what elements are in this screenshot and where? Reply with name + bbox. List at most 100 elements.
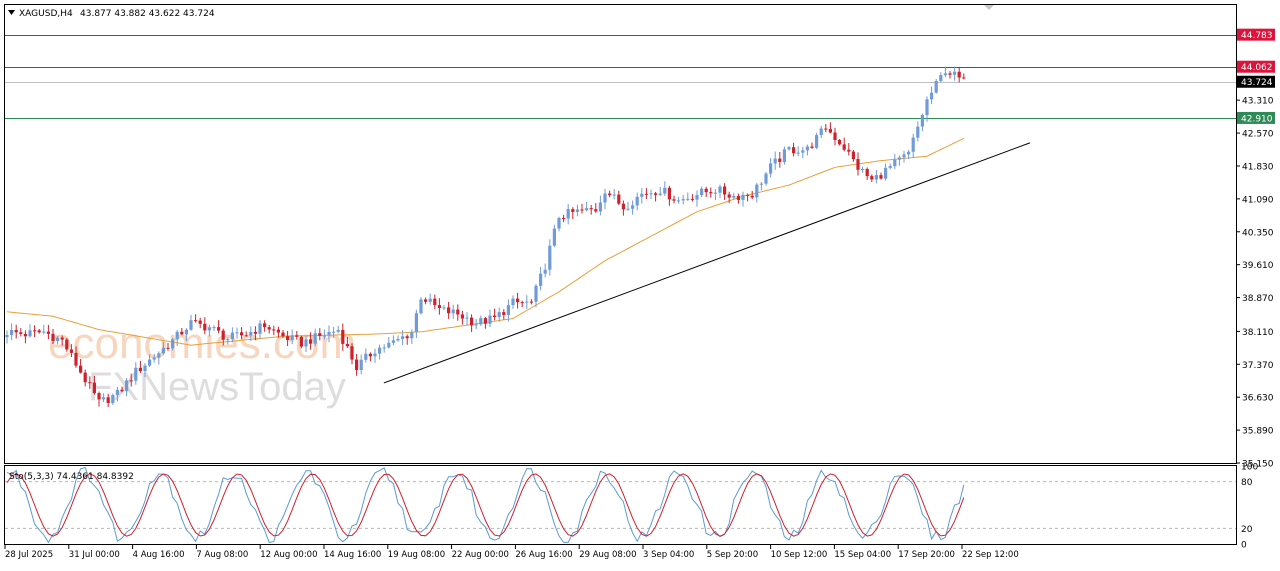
candle-body	[143, 365, 147, 372]
candle-body	[796, 152, 800, 154]
candle-body	[879, 175, 883, 179]
scroll-marker-icon[interactable]	[984, 5, 994, 10]
stochastic-tick-label: 100	[1241, 463, 1258, 473]
trendline-group	[383, 142, 1031, 384]
candle-body	[769, 163, 773, 174]
candle-body	[690, 198, 694, 200]
x-tick-label: 5 Sep 20:00	[707, 550, 758, 560]
main-panel-frame	[4, 4, 1237, 464]
x-tick-label: 29 Aug 08:00	[579, 550, 636, 560]
candle-body	[483, 318, 487, 324]
candle-body	[511, 298, 515, 306]
candle-body	[345, 343, 349, 347]
candle-body	[373, 353, 377, 357]
candle-body	[350, 346, 354, 360]
y-tick-label: 35.890	[1242, 427, 1274, 437]
candle-body	[148, 359, 152, 366]
candle-body	[723, 186, 727, 195]
candle-body	[382, 347, 386, 349]
candle-body	[364, 353, 368, 360]
candle-body	[470, 317, 474, 326]
candle-body	[838, 139, 842, 145]
candle-body	[548, 245, 552, 270]
candle-body	[580, 209, 584, 211]
stochastic-main-line	[6, 466, 965, 544]
candle-body	[419, 299, 423, 314]
candle-body	[824, 128, 828, 130]
candle-body	[718, 186, 722, 193]
candle-body	[575, 209, 579, 212]
x-tick-label: 3 Sep 04:00	[643, 550, 694, 560]
x-tick-label: 22 Aug 00:00	[452, 550, 509, 560]
candle-body	[276, 329, 280, 333]
candle-body	[948, 73, 952, 75]
candle-body	[902, 154, 906, 158]
y-tick-label: 38.870	[1242, 294, 1274, 304]
candle-body	[313, 333, 317, 344]
candle-body	[520, 302, 524, 304]
candle-body	[566, 209, 570, 219]
y-tick-label: 37.370	[1242, 361, 1274, 371]
candle-body	[378, 347, 382, 354]
price-tag-label: 43.724	[1241, 78, 1273, 88]
candle-body	[916, 126, 920, 138]
candle-body	[180, 331, 184, 335]
y-tick-label: 38.110	[1242, 328, 1274, 338]
candle-body	[327, 331, 331, 336]
x-tick-label: 31 Jul 00:00	[69, 550, 120, 560]
candle-body	[410, 332, 414, 339]
candle-body	[686, 198, 690, 200]
y-tick-label: 35.150	[1242, 460, 1274, 470]
candle-body	[585, 208, 589, 211]
candle-body	[663, 187, 667, 194]
candle-body	[235, 332, 239, 334]
candle-body	[161, 347, 165, 354]
candle-body	[640, 193, 644, 197]
candle-body	[842, 144, 846, 150]
level-lines	[5, 35, 1236, 119]
candle-body	[230, 332, 234, 340]
candle-body	[741, 194, 745, 200]
candle-body	[28, 330, 32, 337]
candle-body	[782, 149, 786, 162]
candle-body	[861, 168, 865, 170]
x-tick-label: 10 Sep 12:00	[771, 550, 828, 560]
candle-body	[322, 335, 326, 337]
y-tick-label: 42.570	[1242, 130, 1274, 140]
candle-body	[267, 327, 271, 330]
candle-body	[23, 333, 27, 337]
candle-body	[249, 331, 253, 336]
candle-body	[244, 335, 248, 337]
candle-body	[92, 382, 96, 394]
candle-body	[612, 194, 616, 196]
candle-body	[529, 301, 533, 303]
x-tick-label: 22 Sep 12:00	[962, 550, 1019, 560]
candle-body	[465, 317, 469, 319]
candle-body	[925, 99, 929, 115]
trendline[interactable]	[383, 142, 1031, 384]
candle-body	[83, 372, 87, 383]
collapse-triangle-icon[interactable]	[8, 10, 15, 15]
candle-body	[488, 315, 492, 324]
price-tag-label: 44.783	[1241, 31, 1273, 41]
candle-body	[295, 335, 299, 337]
candle-body	[617, 194, 621, 204]
candle-body	[171, 339, 175, 349]
candle-body	[621, 203, 625, 210]
candle-body	[709, 192, 713, 194]
candle-body	[810, 146, 814, 148]
symbol-header: XAGUSD,H4	[19, 9, 73, 19]
candle-body	[557, 217, 561, 229]
candle-body	[778, 158, 782, 162]
candle-body	[856, 159, 860, 170]
candle-body	[5, 334, 9, 338]
candle-body	[391, 340, 395, 343]
y-tick-label: 43.310	[1242, 97, 1274, 107]
candle-body	[847, 149, 851, 152]
candle-body	[957, 71, 961, 78]
candle-body	[240, 332, 244, 336]
candle-body	[833, 132, 837, 140]
x-tick-label: 28 Jul 2025	[5, 550, 53, 560]
candle-body	[562, 217, 566, 219]
